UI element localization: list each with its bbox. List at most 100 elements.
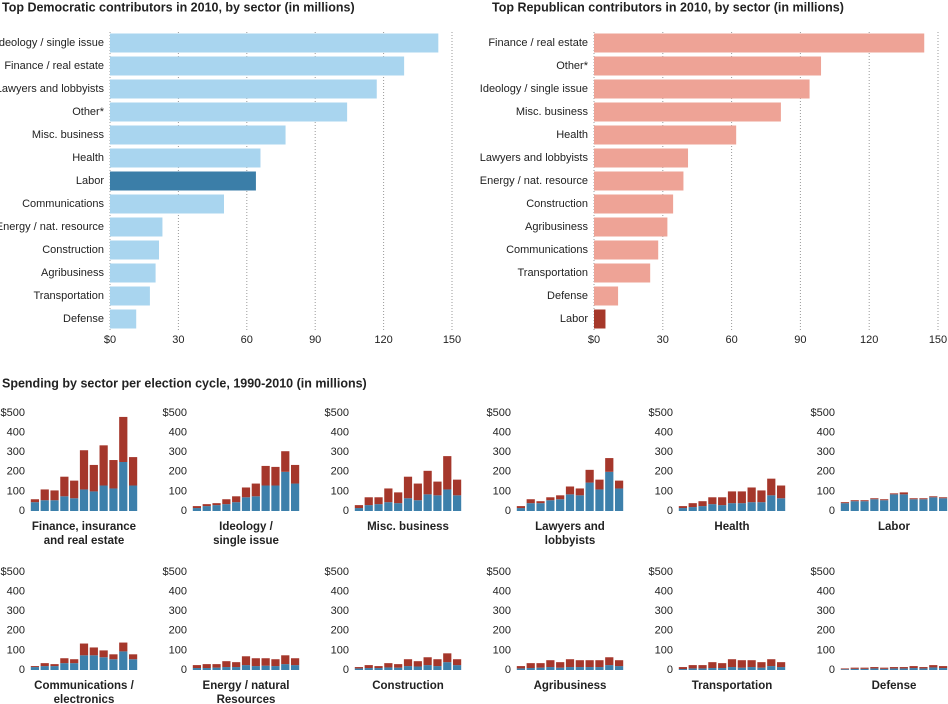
bar-segment bbox=[767, 478, 776, 496]
bar-segment bbox=[889, 494, 899, 511]
bar-segment bbox=[747, 660, 756, 668]
bar bbox=[110, 309, 137, 329]
bar-segment bbox=[850, 501, 859, 511]
y-tick-label: $500 bbox=[649, 407, 673, 419]
bar-segment bbox=[128, 485, 138, 511]
bar-segment bbox=[60, 496, 69, 511]
bar-segment bbox=[40, 663, 49, 667]
bar-segment bbox=[364, 665, 373, 669]
y-tick-label: 200 bbox=[655, 466, 673, 478]
bar-segment bbox=[718, 497, 727, 506]
y-tick-label: 400 bbox=[817, 427, 835, 439]
y-tick-label: 400 bbox=[655, 427, 673, 439]
y-tick-label: 400 bbox=[493, 586, 511, 598]
y-tick-label: 200 bbox=[817, 466, 835, 478]
small-chart-title: Communications / bbox=[34, 680, 134, 692]
bar-segment bbox=[909, 498, 918, 500]
bar-segment bbox=[70, 498, 79, 511]
y-tick-label: 200 bbox=[493, 625, 511, 637]
bar-segment bbox=[747, 487, 756, 503]
y-tick-label: 300 bbox=[7, 605, 25, 617]
bar-segment bbox=[899, 494, 908, 511]
bar bbox=[110, 102, 348, 122]
bar-segment bbox=[403, 498, 413, 511]
bar bbox=[594, 263, 651, 283]
y-tick-label: 400 bbox=[655, 586, 673, 598]
bar-segment bbox=[413, 666, 422, 670]
bar-segment bbox=[899, 667, 908, 669]
bar-segment bbox=[281, 451, 290, 472]
bar-segment bbox=[403, 659, 413, 667]
bar-segment bbox=[516, 668, 526, 670]
chart-title: Top Democratic contributors in 2010, by … bbox=[2, 0, 355, 14]
y-tick-label: Communications bbox=[506, 244, 588, 256]
y-tick-label: 400 bbox=[7, 586, 25, 598]
y-tick-label: Misc. business bbox=[32, 129, 105, 141]
bar-segment bbox=[575, 488, 584, 496]
bar-segment bbox=[128, 654, 138, 660]
bar-segment bbox=[109, 659, 118, 670]
y-tick-label: $500 bbox=[1, 566, 25, 578]
x-tick-label: 150 bbox=[443, 334, 461, 346]
y-tick-label: 0 bbox=[181, 505, 187, 517]
bar-segment bbox=[232, 496, 241, 503]
y-tick-label: Labor bbox=[560, 313, 588, 325]
bar-segment bbox=[840, 669, 850, 670]
bar-segment bbox=[929, 497, 938, 511]
y-tick-label: Construction bbox=[526, 198, 588, 210]
bar-segment bbox=[202, 504, 211, 507]
bar-segment bbox=[70, 480, 79, 499]
bar-segment bbox=[536, 663, 545, 668]
bar-segment bbox=[281, 471, 290, 511]
y-tick-label: 300 bbox=[169, 605, 187, 617]
bar-segment bbox=[261, 658, 270, 666]
y-tick-label: 0 bbox=[343, 505, 349, 517]
bar-segment bbox=[919, 498, 928, 500]
bar bbox=[594, 102, 781, 122]
bar-segment bbox=[840, 503, 850, 511]
small-chart-title: and real estate bbox=[44, 535, 125, 547]
bar-segment bbox=[222, 499, 231, 505]
small-chart-title: Lawyers and bbox=[535, 521, 605, 533]
bar-segment bbox=[605, 471, 614, 511]
bar-segment bbox=[192, 668, 202, 670]
bar-segment bbox=[516, 508, 526, 511]
bar-segment bbox=[403, 666, 413, 670]
x-tick-label: 60 bbox=[725, 334, 737, 346]
y-tick-label: 200 bbox=[331, 466, 349, 478]
bar-segment bbox=[202, 506, 211, 511]
bar-segment bbox=[70, 659, 79, 664]
x-tick-label: 120 bbox=[374, 334, 392, 346]
bar bbox=[110, 56, 405, 76]
y-tick-label: 0 bbox=[19, 664, 25, 676]
bar-segment bbox=[433, 659, 442, 667]
bar-segment bbox=[678, 667, 688, 670]
bar-segment bbox=[30, 666, 40, 668]
y-tick-label: 100 bbox=[169, 485, 187, 497]
bar-segment bbox=[423, 494, 432, 511]
bar-segment bbox=[128, 659, 138, 670]
bar-segment bbox=[526, 503, 535, 511]
y-tick-label: 0 bbox=[667, 664, 673, 676]
y-tick-label: Defense bbox=[547, 290, 588, 302]
bar-segment bbox=[909, 666, 918, 669]
y-tick-label: 300 bbox=[655, 446, 673, 458]
small-chart-title: Ideology / bbox=[219, 521, 273, 533]
bar bbox=[594, 309, 606, 329]
bar-segment bbox=[595, 479, 604, 490]
small-chart-title: Resources bbox=[217, 694, 276, 704]
bar-segment bbox=[30, 499, 40, 503]
bar-segment bbox=[79, 489, 89, 511]
bar-segment bbox=[938, 668, 948, 670]
bar-segment bbox=[251, 483, 260, 497]
bar-segment bbox=[698, 665, 707, 669]
bar-segment bbox=[394, 492, 403, 504]
bar-segment bbox=[354, 668, 364, 670]
bar-segment bbox=[919, 668, 928, 670]
y-tick-label: 100 bbox=[655, 644, 673, 656]
y-tick-label: 400 bbox=[817, 586, 835, 598]
bar-segment bbox=[678, 508, 688, 511]
bar bbox=[594, 125, 737, 145]
section-title: Spending by sector per election cycle, 1… bbox=[2, 376, 367, 390]
bar-segment bbox=[60, 663, 69, 670]
